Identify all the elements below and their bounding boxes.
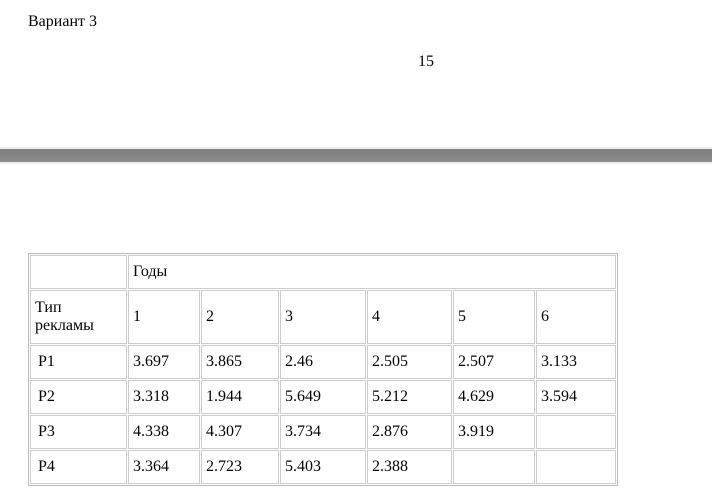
value-cell: 2.388: [367, 450, 452, 484]
table-header-row: Годы: [30, 255, 616, 289]
table-row: P1 3.697 3.865 2.46 2.505 2.507 3.133: [30, 345, 616, 379]
value-cell: 2.46: [280, 345, 366, 379]
value-cell: 3.133: [536, 345, 616, 379]
row-label: P2: [30, 380, 127, 414]
page-number: 15: [418, 53, 434, 70]
value-cell: 2.876: [367, 415, 452, 449]
value-cell: 4.338: [128, 415, 200, 449]
value-cell: 5.212: [367, 380, 452, 414]
value-cell: 2.723: [201, 450, 279, 484]
row-label: P4: [30, 450, 127, 484]
year-header: 2: [201, 290, 279, 344]
value-cell: 3.364: [128, 450, 200, 484]
value-cell: 5.403: [280, 450, 366, 484]
value-cell: 3.734: [280, 415, 366, 449]
years-group-header: Годы: [128, 255, 616, 289]
year-header: 6: [536, 290, 616, 344]
value-cell: 5.649: [280, 380, 366, 414]
value-cell: 3.594: [536, 380, 616, 414]
table-subheader-row: Тип рекламы 1 2 3 4 5 6: [30, 290, 616, 344]
ad-type-header: Тип рекламы: [30, 290, 127, 344]
corner-cell: [30, 255, 127, 289]
value-cell: 2.505: [367, 345, 452, 379]
value-cell: 3.865: [201, 345, 279, 379]
value-cell: 3.318: [128, 380, 200, 414]
year-header: 4: [367, 290, 452, 344]
value-cell: 2.507: [453, 345, 535, 379]
year-header: 1: [128, 290, 200, 344]
value-cell: 3.919: [453, 415, 535, 449]
value-cell: 1.944: [201, 380, 279, 414]
year-header: 5: [453, 290, 535, 344]
value-cell: 4.307: [201, 415, 279, 449]
value-cell: [536, 450, 616, 484]
row-label: P3: [30, 415, 127, 449]
variant-heading: Вариант 3: [28, 13, 97, 30]
value-cell: 4.629: [453, 380, 535, 414]
row-label: P1: [30, 345, 127, 379]
table-row: P3 4.338 4.307 3.734 2.876 3.919: [30, 415, 616, 449]
table-row: P4 3.364 2.723 5.403 2.388: [30, 450, 616, 484]
value-cell: 3.697: [128, 345, 200, 379]
table-row: P2 3.318 1.944 5.649 5.212 4.629 3.594: [30, 380, 616, 414]
year-header: 3: [280, 290, 366, 344]
page-divider: [0, 147, 712, 164]
advertising-table: Годы Тип рекламы 1 2 3 4 5 6 P1 3.697 3.86…: [28, 253, 618, 486]
value-cell: [536, 415, 616, 449]
value-cell: [453, 450, 535, 484]
